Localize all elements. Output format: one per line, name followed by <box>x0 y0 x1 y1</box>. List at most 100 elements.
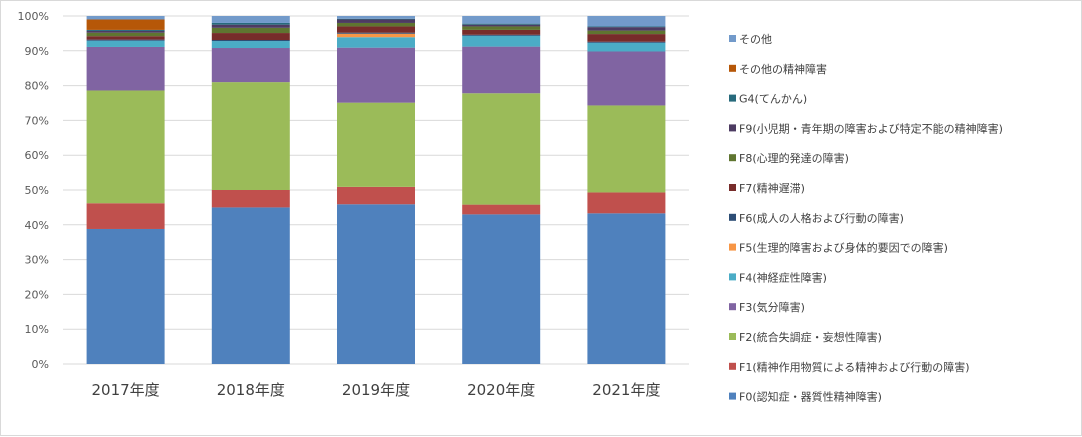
y-tick-label: 50% <box>25 184 49 197</box>
legend-label: F2(統合失調症・妄想性障害) <box>739 330 882 344</box>
legend-item: その他 <box>729 33 772 46</box>
legend-item: F2(統合失調症・妄想性障害) <box>729 330 882 344</box>
legend-item: F0(認知症・器質性精神障害) <box>729 390 882 404</box>
bar-segment-3-2 <box>337 47 415 103</box>
bar-segment-1-4 <box>587 192 666 214</box>
y-tick-label: 70% <box>25 114 49 127</box>
bar-segment-3-0 <box>86 46 165 91</box>
bar-segment-12-4 <box>587 16 666 27</box>
bar-segment-9-2 <box>337 19 415 23</box>
bar-segment-0-3 <box>462 214 541 364</box>
bar-segment-9-1 <box>211 24 290 28</box>
legend-item: F1(精神作用物質による精神および行動の障害) <box>729 360 970 374</box>
bar-segment-8-2 <box>337 22 415 27</box>
legend-label: G4(てんかん) <box>739 93 807 106</box>
bar-segment-0-0 <box>86 228 165 364</box>
bar-segment-10-3 <box>462 23 541 25</box>
bar-segment-10-0 <box>86 29 165 31</box>
bar-segment-8-0 <box>86 32 165 37</box>
legend-label: その他 <box>739 33 772 46</box>
legend-swatch <box>729 35 736 42</box>
bar-segment-12-0 <box>86 16 165 20</box>
legend-label: F6(成人の人格および行動の障害) <box>739 211 904 225</box>
legend-label: F8(心理的発達の障害) <box>739 151 849 165</box>
bar-segment-6-3 <box>462 34 541 36</box>
bar-segment-9-3 <box>462 24 541 27</box>
bar-segment-1-1 <box>211 190 290 208</box>
bar-segment-2-4 <box>587 105 666 193</box>
legend-swatch <box>729 303 736 311</box>
bar-segment-11-0 <box>86 19 165 30</box>
bar-segment-4-3 <box>462 35 541 47</box>
bar-segment-3-1 <box>211 48 290 83</box>
bar-segment-4-0 <box>86 40 165 47</box>
bar-segment-7-2 <box>337 26 415 33</box>
legend-label: F0(認知症・器質性精神障害) <box>739 390 882 404</box>
legend-swatch <box>729 273 736 281</box>
x-axis-categories: 2017年度 2018年度 2019年度 2020年度 2021年度 <box>92 381 661 399</box>
legend-swatch <box>729 184 736 191</box>
legend-label: F3(気分障害) <box>739 300 805 314</box>
bar-segment-4-4 <box>587 42 666 52</box>
x-category-label: 2020年度 <box>467 381 535 399</box>
bar-segment-0-4 <box>587 213 666 364</box>
y-tick-label: 30% <box>25 254 49 267</box>
legend-swatch <box>729 243 736 251</box>
bar-segment-6-2 <box>337 32 415 34</box>
x-category-label: 2018年度 <box>217 381 285 399</box>
legend-swatch <box>729 213 736 221</box>
bar-segment-4-1 <box>211 41 290 49</box>
bar-segment-7-3 <box>462 29 541 35</box>
legend-label: F7(精神遅滞) <box>739 181 805 195</box>
bar-segment-9-4 <box>587 27 666 31</box>
y-tick-label: 10% <box>25 323 49 336</box>
x-category-label: 2017年度 <box>92 381 160 399</box>
y-tick-label: 90% <box>25 45 49 58</box>
bar-segment-4-2 <box>337 37 415 48</box>
bar-segment-10-1 <box>211 22 290 25</box>
bar-segment-2-0 <box>86 90 165 204</box>
bar-segment-8-3 <box>462 26 541 30</box>
bar-segment-2-2 <box>337 102 415 187</box>
legend-label: F1(精神作用物質による精神および行動の障害) <box>739 360 970 374</box>
legend-swatch <box>729 362 736 370</box>
legend-item: その他の精神障害 <box>729 62 827 76</box>
legend-item: F4(神経症性障害) <box>729 270 827 284</box>
legend-label: その他の精神障害 <box>739 62 827 76</box>
legend-item: F5(生理的障害および身体的要因での障害) <box>729 241 948 255</box>
bar-segment-3-3 <box>462 46 541 94</box>
legend-label: F9(小児期・青年期の障害および特定不能の精神障害) <box>739 121 1003 135</box>
x-category-label: 2021年度 <box>592 381 660 399</box>
legend-item: F7(精神遅滞) <box>729 181 805 195</box>
x-category-label: 2019年度 <box>342 381 410 399</box>
bar-segment-0-1 <box>211 207 290 364</box>
legend-item: F6(成人の人格および行動の障害) <box>729 211 904 225</box>
bar-segment-1-0 <box>86 203 165 229</box>
bar-segment-7-0 <box>86 36 165 40</box>
y-axis-ticks: 0% 10% 20% 30% 40% 50% 60% 70% 80% 90% 100% <box>18 10 49 371</box>
y-tick-label: 20% <box>25 288 49 301</box>
bar-segment-0-2 <box>337 204 415 364</box>
legend-item: F8(心理的発達の障害) <box>729 151 849 165</box>
bar-segment-1-2 <box>337 186 415 205</box>
legend-swatch <box>729 124 736 132</box>
y-tick-label: 0% <box>32 358 49 371</box>
legend-item: F3(気分障害) <box>729 300 805 314</box>
y-tick-label: 80% <box>25 80 49 93</box>
legend-swatch <box>729 333 736 340</box>
bar-segment-12-1 <box>211 16 290 23</box>
bar-segment-12-3 <box>462 16 541 24</box>
legend-label: F5(生理的障害および身体的要因での障害) <box>739 241 948 255</box>
bars <box>86 16 666 364</box>
legend-swatch <box>729 94 736 102</box>
legend-item: F9(小児期・青年期の障害および特定不能の精神障害) <box>729 121 1003 135</box>
y-tick-label: 60% <box>25 149 49 162</box>
bar-segment-3-4 <box>587 51 666 106</box>
bar-segment-5-2 <box>337 33 415 38</box>
bar-segment-6-4 <box>587 41 666 43</box>
bar-segment-6-1 <box>211 40 290 42</box>
bar-segment-8-1 <box>211 27 290 34</box>
